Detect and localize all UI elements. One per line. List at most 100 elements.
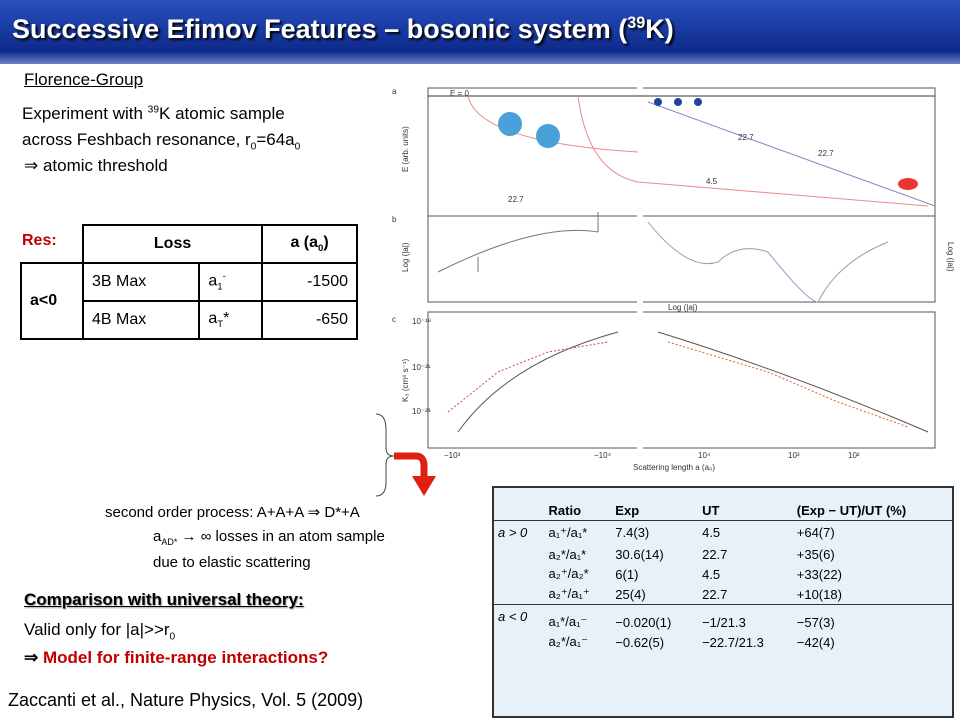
tick-label: 10⁻²¹ [412, 363, 431, 372]
row: a₂*/a₁* 30.6(14) 22.7 +35(6) [494, 544, 952, 564]
header-cell: UT [702, 502, 720, 518]
curve [457, 331, 929, 433]
bracket [375, 413, 395, 497]
fig-label: 22.7 [818, 149, 834, 158]
panel-box [427, 311, 936, 449]
cell: a₂⁺/a₁⁺ [548, 586, 590, 601]
cell: +35(6) [796, 546, 835, 562]
group-cell: a < 0 [498, 609, 528, 624]
panel-letter: a [392, 87, 397, 96]
panel-box [427, 215, 936, 303]
row: a₂⁺/a₁⁺ 25(4) 22.7 +10(18) [494, 584, 952, 605]
cell: 25(4) [615, 586, 646, 602]
cell [494, 632, 545, 652]
row: a₂⁺/a₂* 6(1) 4.5 +33(22) [494, 564, 952, 584]
comparison-line: ⇒ Model for finite-range interactions? [24, 648, 329, 667]
cell [494, 500, 545, 521]
note-line: due to elastic scattering [153, 554, 311, 571]
ratio-table: Ratio Exp UT (Exp − UT)/UT (%) a > 0 a₁⁺/a₁* 7… [494, 500, 952, 652]
cell: a₂*/a₁* [548, 546, 587, 562]
arrow [394, 452, 428, 480]
cell: a₂⁺/a₂* [548, 566, 589, 581]
figure-bg [388, 72, 958, 476]
cell: 30.6(14) [615, 546, 664, 562]
fig-label: Log (|a|) [668, 303, 698, 312]
cell: −0.62(5) [615, 634, 665, 650]
cell: 4.5 [702, 566, 721, 582]
cell: 7.4(3) [615, 525, 650, 540]
cell: 4.5 [702, 525, 721, 540]
header-cell: Exp [615, 502, 640, 518]
citation: Zaccanti et al., Nature Physics, Vol. 5 … [8, 690, 364, 710]
fig-label: Log (|a|) [946, 242, 955, 272]
fig-label: 4.5 [706, 177, 718, 186]
cell: a₂*/a₁⁻ [548, 634, 588, 649]
bracket-arrow [375, 413, 436, 497]
comparison-title: Comparison with universal theory: [24, 590, 304, 609]
cell: a₁*/a₁⁻ [548, 614, 588, 629]
tick-label: −10³ [444, 451, 461, 460]
title-bar [0, 0, 960, 64]
intro-line: across Feshbach resonance, r0=64a0 [22, 130, 301, 153]
figure: a b c E = 0 E (arb. units) 22.7 22.7 22.… [388, 72, 958, 476]
icon [674, 98, 682, 106]
fig-label: E = 0 [450, 89, 469, 98]
icon [498, 112, 522, 136]
intro-line: Experiment with 39K atomic sample [22, 104, 285, 123]
cell: +10(18) [796, 586, 842, 602]
cell: −1/21.3 [702, 614, 746, 630]
cell: 3B Max [81, 262, 201, 302]
curve [647, 221, 889, 303]
intro-line: ⇒ atomic threshold [24, 156, 168, 175]
tick-label: 10⁻¹⁹ [412, 317, 431, 326]
cell: -650 [261, 300, 358, 340]
comparison-line: Valid only for |a|>>r0 [24, 620, 176, 643]
ratio-table-image: Ratio Exp UT (Exp − UT)/UT (%) a > 0 a₁⁺/a₁* 7… [492, 486, 954, 718]
cell: -1500 [261, 262, 358, 302]
cell: aT* [198, 300, 264, 340]
cell [494, 584, 545, 605]
fig-label: Log (|a|) [401, 242, 410, 272]
tick-label: 10³ [788, 451, 800, 460]
row: a < 0 a₁*/a₁⁻ −0.020(1) −1/21.3 −57(3) [494, 604, 952, 633]
note-line: aAD* → ∞ losses in an atom sample [153, 528, 385, 547]
group-cell: a > 0 [498, 525, 528, 540]
fig-label: E (arb. units) [401, 126, 410, 172]
panel-letter: c [392, 315, 396, 324]
curve [647, 101, 936, 207]
panel-letter: b [392, 215, 397, 224]
fig-label: 22.7 [508, 195, 524, 204]
fig-label: 22.7 [738, 133, 754, 142]
cell: 6(1) [615, 566, 639, 582]
tick-label: 10⁴ [698, 451, 711, 460]
title: Successive Efimov Features – bosonic sys… [12, 14, 674, 44]
res-label: Res: [22, 232, 57, 249]
icon [898, 178, 918, 190]
fig-label: K₃ (cm⁶ s⁻¹) [401, 358, 410, 402]
cell: 4B Max [81, 300, 201, 340]
tick-label: 10⁻²³ [412, 407, 431, 416]
arrow-head [412, 476, 436, 496]
tick-label: 10² [848, 451, 860, 460]
curve [447, 341, 609, 413]
icon [536, 124, 560, 148]
curve [577, 95, 929, 207]
icon [654, 98, 662, 106]
res-table: Loss a (a0) a<0 3B Max a1- -1500 4B Max aT* -6… [20, 224, 358, 340]
tick-label: −10⁴ [594, 451, 612, 460]
cell: 22.7 [702, 546, 728, 562]
fig-label: Scattering length a (a₀) [633, 463, 715, 472]
cell: −42(4) [796, 634, 835, 650]
cell: −22.7/21.3 [702, 634, 764, 650]
note-line: second order process: A+A+A ⇒ D*+A [105, 504, 360, 521]
header-row: Ratio Exp UT (Exp − UT)/UT (%) [494, 500, 952, 521]
header-cell: Ratio [548, 502, 582, 518]
curve [437, 212, 599, 273]
cell: a₁⁺/a₁* [548, 524, 588, 540]
curve [667, 341, 909, 428]
cell: +64(7) [796, 525, 835, 540]
cell: −57(3) [796, 614, 835, 630]
cell [494, 564, 545, 584]
cell [494, 544, 545, 564]
row: a > 0 a₁⁺/a₁* 7.4(3) 4.5 +64(7) [494, 521, 952, 545]
